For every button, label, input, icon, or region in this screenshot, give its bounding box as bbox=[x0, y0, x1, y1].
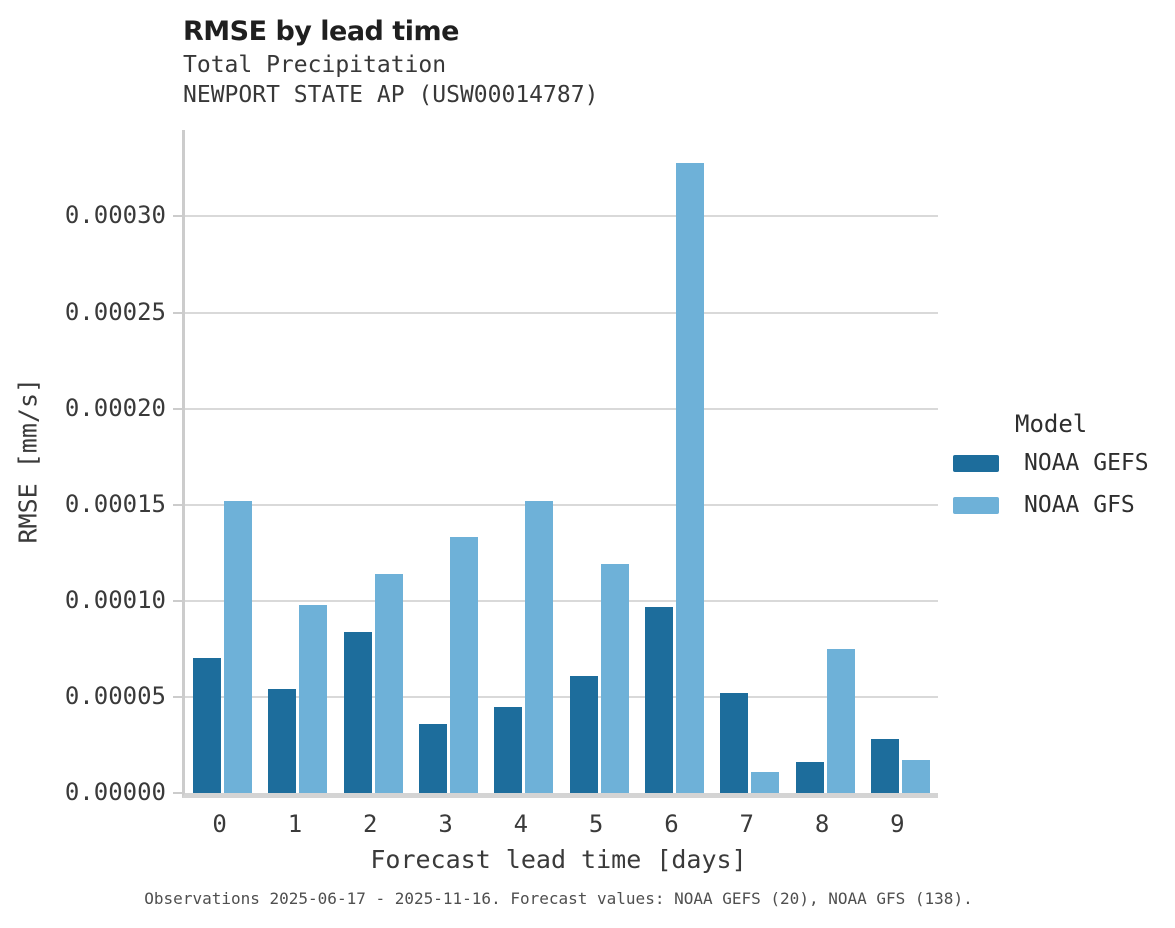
bar-group-lead-3 bbox=[411, 130, 486, 793]
x-tick-label: 9 bbox=[890, 810, 905, 838]
x-tick-label: 0 bbox=[212, 810, 227, 838]
gridline bbox=[185, 695, 938, 698]
plot-area bbox=[182, 130, 938, 798]
bar-group-lead-4 bbox=[486, 130, 561, 793]
bar-noaa-gefs-lead-0 bbox=[193, 658, 222, 793]
bar-group-lead-0 bbox=[185, 130, 260, 793]
bar-noaa-gefs-lead-2 bbox=[343, 631, 372, 793]
legend: Model NOAA GEFS NOAA GFS bbox=[953, 410, 1175, 534]
x-tick-label: 5 bbox=[588, 810, 604, 838]
bar-group-lead-6 bbox=[637, 130, 712, 793]
legend-entry-noaa-gfs: NOAA GFS bbox=[953, 492, 1175, 518]
bar-noaa-gfs-lead-7 bbox=[751, 771, 780, 793]
bar-noaa-gfs-lead-5 bbox=[600, 564, 629, 793]
y-tick-mark bbox=[173, 792, 182, 794]
y-tick-label: 0.00000 bbox=[64, 778, 166, 806]
y-tick-label: 0.00015 bbox=[64, 489, 166, 518]
chart-subtitle-variable: Total Precipitation bbox=[183, 52, 447, 78]
x-tick-label: 6 bbox=[664, 810, 679, 838]
legend-entry-noaa-gefs: NOAA GEFS bbox=[953, 450, 1175, 476]
bar-noaa-gfs-lead-9 bbox=[901, 760, 930, 793]
caption: Observations 2025-06-17 - 2025-11-16. Fo… bbox=[144, 889, 973, 908]
bar-group-lead-7 bbox=[712, 130, 787, 793]
bar-group-lead-5 bbox=[562, 130, 637, 793]
x-tick-label: 1 bbox=[287, 810, 303, 838]
chart-subtitle-station: NEWPORT STATE AP (USW00014787) bbox=[183, 82, 599, 108]
bar-noaa-gfs-lead-4 bbox=[525, 500, 554, 793]
gridline bbox=[185, 503, 938, 506]
bar-noaa-gefs-lead-8 bbox=[795, 762, 824, 793]
legend-swatch-noaa-gefs bbox=[953, 454, 999, 472]
y-tick-mark bbox=[173, 599, 182, 602]
bar-noaa-gfs-lead-0 bbox=[224, 500, 253, 793]
y-tick-mark bbox=[173, 407, 182, 410]
x-axis-label: Forecast lead time [days] bbox=[370, 845, 747, 874]
bar-group-lead-8 bbox=[787, 130, 862, 793]
bar-noaa-gefs-lead-5 bbox=[569, 675, 598, 793]
bar-noaa-gfs-lead-1 bbox=[299, 604, 328, 793]
x-tick-label: 3 bbox=[438, 810, 453, 838]
bar-noaa-gefs-lead-1 bbox=[268, 689, 297, 793]
x-tick-label: 4 bbox=[513, 810, 529, 838]
legend-title: Model bbox=[1015, 410, 1088, 438]
legend-label-noaa-gfs: NOAA GFS bbox=[1024, 492, 1135, 518]
y-tick-label: 0.00020 bbox=[64, 393, 166, 422]
x-tick-label: 8 bbox=[814, 810, 830, 838]
legend-swatch-noaa-gfs bbox=[953, 496, 999, 514]
bar-noaa-gfs-lead-2 bbox=[374, 573, 403, 793]
bar-noaa-gefs-lead-3 bbox=[419, 723, 448, 793]
bar-noaa-gefs-lead-9 bbox=[870, 739, 899, 793]
gridline bbox=[185, 599, 938, 602]
bar-noaa-gfs-lead-8 bbox=[826, 648, 855, 793]
bar-noaa-gefs-lead-6 bbox=[644, 606, 673, 793]
y-tick-label: 0.00030 bbox=[64, 201, 166, 230]
bar-noaa-gefs-lead-4 bbox=[494, 706, 523, 793]
chart-title: RMSE by lead time bbox=[183, 16, 459, 47]
legend-label-noaa-gefs: NOAA GEFS bbox=[1024, 450, 1149, 476]
bar-group-lead-9 bbox=[863, 130, 938, 793]
gridline bbox=[185, 311, 938, 314]
bar-group-lead-1 bbox=[260, 130, 335, 793]
gridline bbox=[185, 215, 938, 218]
gridline bbox=[185, 407, 938, 410]
bar-noaa-gfs-lead-3 bbox=[450, 537, 479, 793]
y-tick-mark bbox=[173, 215, 182, 218]
bar-noaa-gfs-lead-6 bbox=[675, 162, 704, 793]
x-tick-label: 7 bbox=[739, 810, 754, 838]
y-tick-mark bbox=[173, 311, 182, 314]
bar-noaa-gefs-lead-7 bbox=[720, 693, 749, 793]
y-tick-label: 0.00025 bbox=[64, 297, 166, 326]
y-tick-mark bbox=[173, 503, 182, 506]
x-tick-label: 2 bbox=[363, 810, 378, 838]
bar-group-lead-2 bbox=[336, 130, 411, 793]
y-tick-label: 0.00010 bbox=[64, 585, 166, 614]
y-tick-mark bbox=[173, 695, 182, 698]
y-tick-label: 0.00005 bbox=[64, 681, 166, 710]
